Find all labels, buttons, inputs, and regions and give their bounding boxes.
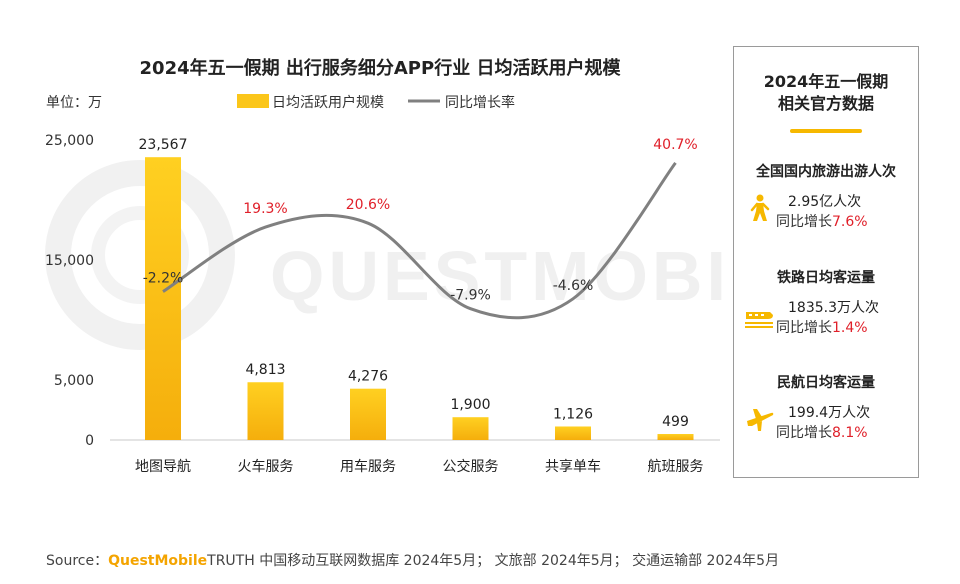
unit-label: 单位：万 (46, 95, 102, 111)
growth-prefix: 同比增长 (776, 425, 832, 441)
growth-value: 8.1% (832, 425, 868, 441)
panel-divider (790, 129, 862, 133)
growth-value: 7.6% (832, 214, 868, 230)
official-data-panel: 2024年五一假期 相关官方数据 全国国内旅游出游人次 2.95亿人次 同比增长… (733, 46, 919, 478)
stat-name: 民航日均客运量 (777, 375, 875, 391)
y-tick-label: 15,000 (45, 253, 94, 269)
x-tick-label: 共享单车 (545, 458, 601, 475)
growth-prefix: 同比增长 (776, 214, 832, 230)
bar-value-label: 4,813 (245, 362, 285, 378)
x-tick-label: 火车服务 (238, 458, 294, 475)
bar-value-label: 23,567 (139, 137, 188, 153)
growth-value: 1.4% (832, 320, 868, 336)
bar (145, 157, 181, 441)
bar (657, 434, 694, 440)
bar (350, 388, 386, 440)
legend-line-label: 同比增长率 (445, 94, 515, 111)
source-note: Source：QuestMobileTRUTH 中国移动互联网数据库 2024年… (46, 550, 779, 570)
bars (145, 157, 694, 441)
bar (555, 426, 591, 440)
growth-rate-label: -7.9% (450, 288, 491, 304)
bar-value-label: 4,276 (348, 369, 388, 385)
x-tick-label: 地图导航 (135, 459, 191, 475)
source-brand: QuestMobile (108, 553, 208, 569)
growth-rate-label: 19.3% (243, 201, 287, 217)
growth-rate-label: -4.6% (553, 278, 594, 294)
stat-growth: 同比增长7.6% (776, 211, 868, 231)
growth-line (162, 161, 677, 320)
y-tick-label: 25,000 (45, 133, 94, 149)
source-prefix: Source： (46, 553, 109, 569)
panel-title-line2: 相关官方数据 (777, 94, 874, 113)
walking-person-icon (750, 194, 770, 221)
x-tick-label: 用车服务 (340, 458, 396, 475)
watermark: QUESTMOBILE (45, 160, 827, 350)
x-tick-label: 公交服务 (443, 458, 499, 475)
stat-name: 铁路日均客运量 (777, 270, 875, 286)
airplane-icon (747, 409, 774, 431)
bar-labels: 23,567 4,813 4,276 1,900 1,126 499 (139, 137, 689, 430)
bar (452, 417, 489, 440)
stat-rail-passengers: 铁路日均客运量 1835.3万人次 同比增长1.4% (734, 269, 918, 336)
growth-labels: -2.2% 19.3% 20.6% -7.9% -4.6% 40.7% (143, 137, 698, 304)
bar-value-label: 499 (662, 414, 689, 430)
panel-title-line1: 2024年五一假期 (763, 72, 889, 91)
train-icon (745, 312, 773, 328)
legend: 日均活跃用户规模 同比增长率 (237, 94, 515, 111)
legend-bar-label: 日均活跃用户规模 (272, 94, 384, 111)
stat-growth: 同比增长1.4% (776, 317, 868, 337)
growth-rate-label: 20.6% (346, 197, 390, 213)
y-tick-label: 0 (85, 433, 94, 449)
stat-air-passengers: 民航日均客运量 199.4万人次 同比增长8.1% (734, 374, 918, 441)
stat-value: 199.4万人次 (788, 405, 871, 421)
growth-prefix: 同比增长 (776, 320, 832, 336)
growth-rate-label: 40.7% (653, 137, 697, 153)
y-tick-label: 5,000 (54, 373, 94, 389)
stat-domestic-tourism: 全国国内旅游出游人次 2.95亿人次 同比增长7.6% (734, 163, 918, 230)
x-axis-labels: 地图导航 火车服务 用车服务 公交服务 共享单车 航班服务 (135, 458, 704, 475)
bar-value-label: 1,900 (450, 397, 490, 413)
panel-title: 2024年五一假期 相关官方数据 (734, 71, 918, 115)
source-text: TRUTH 中国移动互联网数据库 2024年5月； 文旅部 2024年5月； 交… (207, 553, 780, 569)
bar (247, 382, 284, 440)
legend-bar-swatch (237, 94, 269, 108)
stat-growth: 同比增长8.1% (776, 422, 868, 442)
y-axis: 25,000 15,000 5,000 0 (45, 133, 94, 449)
growth-rate-label: -2.2% (143, 271, 184, 287)
bar-value-label: 1,126 (553, 406, 593, 422)
stat-name: 全国国内旅游出游人次 (756, 164, 896, 180)
x-tick-label: 航班服务 (648, 459, 704, 475)
stat-value: 2.95亿人次 (788, 194, 862, 210)
stat-value: 1835.3万人次 (788, 300, 879, 316)
chart-title: 2024年五一假期 出行服务细分APP行业 日均活跃用户规模 (140, 57, 622, 79)
svg-text:QUESTMOBILE: QUESTMOBILE (270, 237, 827, 315)
